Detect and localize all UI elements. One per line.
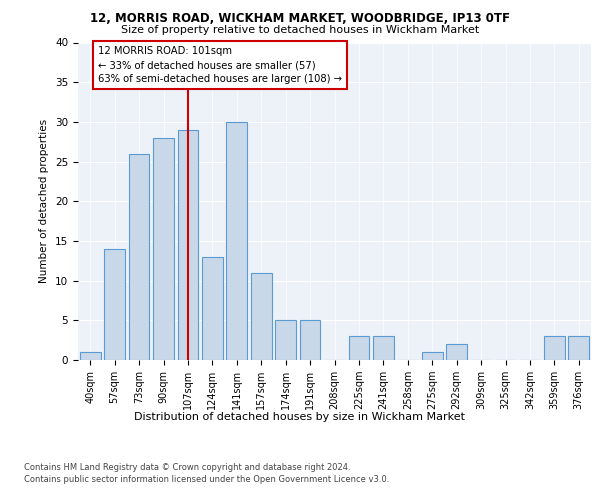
Bar (299, 320, 320, 360)
Bar (349, 336, 370, 360)
Bar (153, 138, 174, 360)
Text: Size of property relative to detached houses in Wickham Market: Size of property relative to detached ho… (121, 25, 479, 35)
Bar (226, 122, 247, 360)
Text: 12 MORRIS ROAD: 101sqm
← 33% of detached houses are smaller (57)
63% of semi-det: 12 MORRIS ROAD: 101sqm ← 33% of detached… (98, 46, 341, 84)
Bar (373, 336, 394, 360)
Bar (128, 154, 149, 360)
Text: Contains HM Land Registry data © Crown copyright and database right 2024.: Contains HM Land Registry data © Crown c… (24, 462, 350, 471)
Text: Contains public sector information licensed under the Open Government Licence v3: Contains public sector information licen… (24, 475, 389, 484)
Bar (178, 130, 199, 360)
Bar (80, 352, 101, 360)
Bar (544, 336, 565, 360)
Bar (422, 352, 443, 360)
Bar (251, 272, 272, 360)
Bar (568, 336, 589, 360)
Bar (446, 344, 467, 360)
Text: Distribution of detached houses by size in Wickham Market: Distribution of detached houses by size … (134, 412, 466, 422)
Bar (202, 257, 223, 360)
Bar (275, 320, 296, 360)
Text: 12, MORRIS ROAD, WICKHAM MARKET, WOODBRIDGE, IP13 0TF: 12, MORRIS ROAD, WICKHAM MARKET, WOODBRI… (90, 12, 510, 26)
Bar (104, 249, 125, 360)
Y-axis label: Number of detached properties: Number of detached properties (40, 119, 49, 284)
